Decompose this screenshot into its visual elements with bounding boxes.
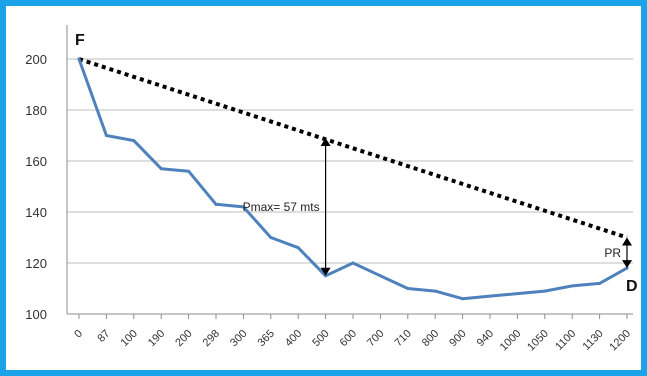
reference-dotted-line: [78, 57, 628, 240]
data-point-100: [132, 139, 136, 143]
x-tick-label-1050: 1050: [525, 328, 551, 354]
data-point-900: [461, 297, 465, 301]
grid-lines: [67, 58, 633, 315]
series-lines: [77, 57, 629, 301]
annotations: Pmax= 57 mts PR F D: [75, 32, 638, 295]
y-tick-label-180: 180: [25, 103, 47, 118]
annotation-arrowhead-bottom-0: [320, 267, 331, 276]
data-point-87: [104, 134, 108, 137]
x-tick-label-200: 200: [173, 328, 194, 349]
x-tick-label-900: 900: [447, 328, 468, 349]
data-point-200: [187, 169, 191, 173]
x-tick-label-400: 400: [283, 328, 304, 349]
x-tick-label-1100: 1100: [553, 328, 578, 353]
y-tick-label-140: 140: [25, 205, 47, 220]
x-tick-label-940: 940: [475, 328, 496, 349]
x-tick-label-500: 500: [310, 328, 331, 349]
x-tick-label-800: 800: [420, 328, 441, 349]
y-tick-label-160: 160: [25, 154, 47, 169]
tick-labels: 100 120 140 160 180 200 0 87 100 190 200 298 300 365 4…: [25, 52, 633, 353]
annotation-arrowhead-bottom-1: [622, 260, 632, 269]
x-tick-label-365: 365: [255, 328, 276, 349]
data-point-700: [378, 274, 382, 278]
annotation-label-0: Pmax= 57 mts: [243, 200, 320, 214]
data-point-940: [488, 294, 492, 298]
annotation-arrowhead-top-0: [320, 138, 331, 147]
y-tick-label-200: 200: [25, 52, 47, 67]
x-tick-label-87: 87: [95, 328, 112, 345]
y-tick-label-100: 100: [25, 307, 47, 322]
data-point-190: [159, 167, 163, 171]
x-tick-label-100: 100: [118, 328, 139, 349]
x-tick-label-700: 700: [365, 328, 386, 349]
x-tick-label-0: 0: [72, 328, 85, 341]
data-point-365: [269, 236, 273, 239]
x-tick-label-1130: 1130: [581, 328, 606, 353]
data-point-300: [241, 205, 245, 209]
data-point-1000: [515, 292, 519, 296]
data-point-400: [296, 246, 300, 250]
x-tick-label-710: 710: [392, 328, 413, 349]
annotation-arrowhead-top-1: [622, 237, 632, 246]
data-point-600: [351, 261, 355, 265]
x-tick-label-1000: 1000: [498, 328, 524, 354]
data-point-1130: [598, 281, 602, 285]
point-label-D: D: [626, 278, 638, 295]
x-tick-label-1200: 1200: [607, 328, 633, 354]
x-tick-label-600: 600: [338, 328, 359, 349]
x-tick-label-298: 298: [201, 328, 222, 349]
x-tick-label-190: 190: [146, 328, 167, 349]
point-label-F: F: [75, 32, 85, 49]
axes: [66, 25, 633, 319]
data-point-298: [214, 202, 218, 206]
x-tick-label-300: 300: [228, 328, 249, 349]
data-point-1050: [543, 289, 547, 293]
data-point-0: [77, 57, 81, 61]
annotation-label-1: PR: [604, 246, 621, 260]
data-point-800: [433, 289, 437, 293]
y-tick-label-120: 120: [25, 256, 47, 271]
data-point-1100: [570, 284, 574, 288]
data-point-710: [406, 287, 410, 290]
